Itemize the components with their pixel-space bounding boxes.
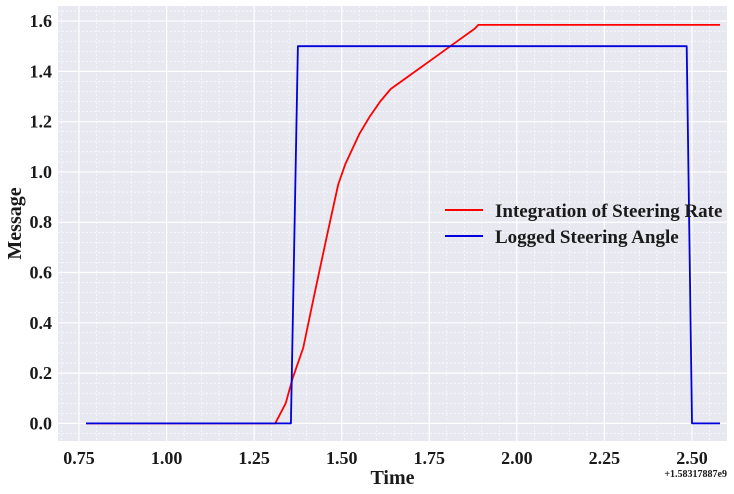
major-grid: [58, 6, 727, 441]
x-axis-offset-label: +1.58317887e9: [664, 469, 727, 480]
y-tick-label: 1.2: [30, 112, 53, 132]
y-tick-label: 1.4: [30, 61, 53, 81]
x-tick-label: 0.75: [63, 448, 95, 468]
x-tick-label: 2.50: [676, 448, 708, 468]
minor-grid: [58, 6, 727, 441]
y-tick-label: 0.2: [30, 363, 53, 383]
x-axis-label: Time: [370, 467, 414, 489]
x-tick-label: 2.00: [501, 448, 533, 468]
y-axis-label: Message: [4, 187, 26, 259]
series-line-1: [86, 23, 720, 425]
y-tick-label: 1.0: [30, 162, 53, 182]
series-line-2: [86, 45, 720, 425]
y-tick-label: 0.4: [30, 313, 53, 333]
x-tick-label: 2.25: [589, 448, 621, 468]
x-tick-labels: 0.75 1.00 1.25 1.50 1.75 2.00 2.25 2.50: [63, 448, 707, 468]
legend: Integration of Steering Rate Logged Steer…: [445, 201, 722, 248]
legend-label-2: Logged Steering Angle: [495, 227, 679, 248]
y-tick-label: 0.8: [30, 212, 53, 232]
y-tick-label: 0.6: [30, 263, 53, 283]
plot-area: [58, 6, 727, 441]
x-tick-label: 1.75: [414, 448, 446, 468]
x-tick-label: 1.50: [326, 448, 358, 468]
y-tick-label: 1.6: [30, 11, 53, 31]
series-layer: [86, 23, 720, 425]
y-tick-label: 0.0: [30, 413, 53, 433]
legend-label-1: Integration of Steering Rate: [495, 201, 722, 222]
x-tick-label: 1.00: [151, 448, 183, 468]
y-tick-labels: 0.0 0.2 0.4 0.6 0.8 1.0 1.2 1.4 1.6: [30, 11, 53, 433]
x-tick-label: 1.25: [238, 448, 270, 468]
